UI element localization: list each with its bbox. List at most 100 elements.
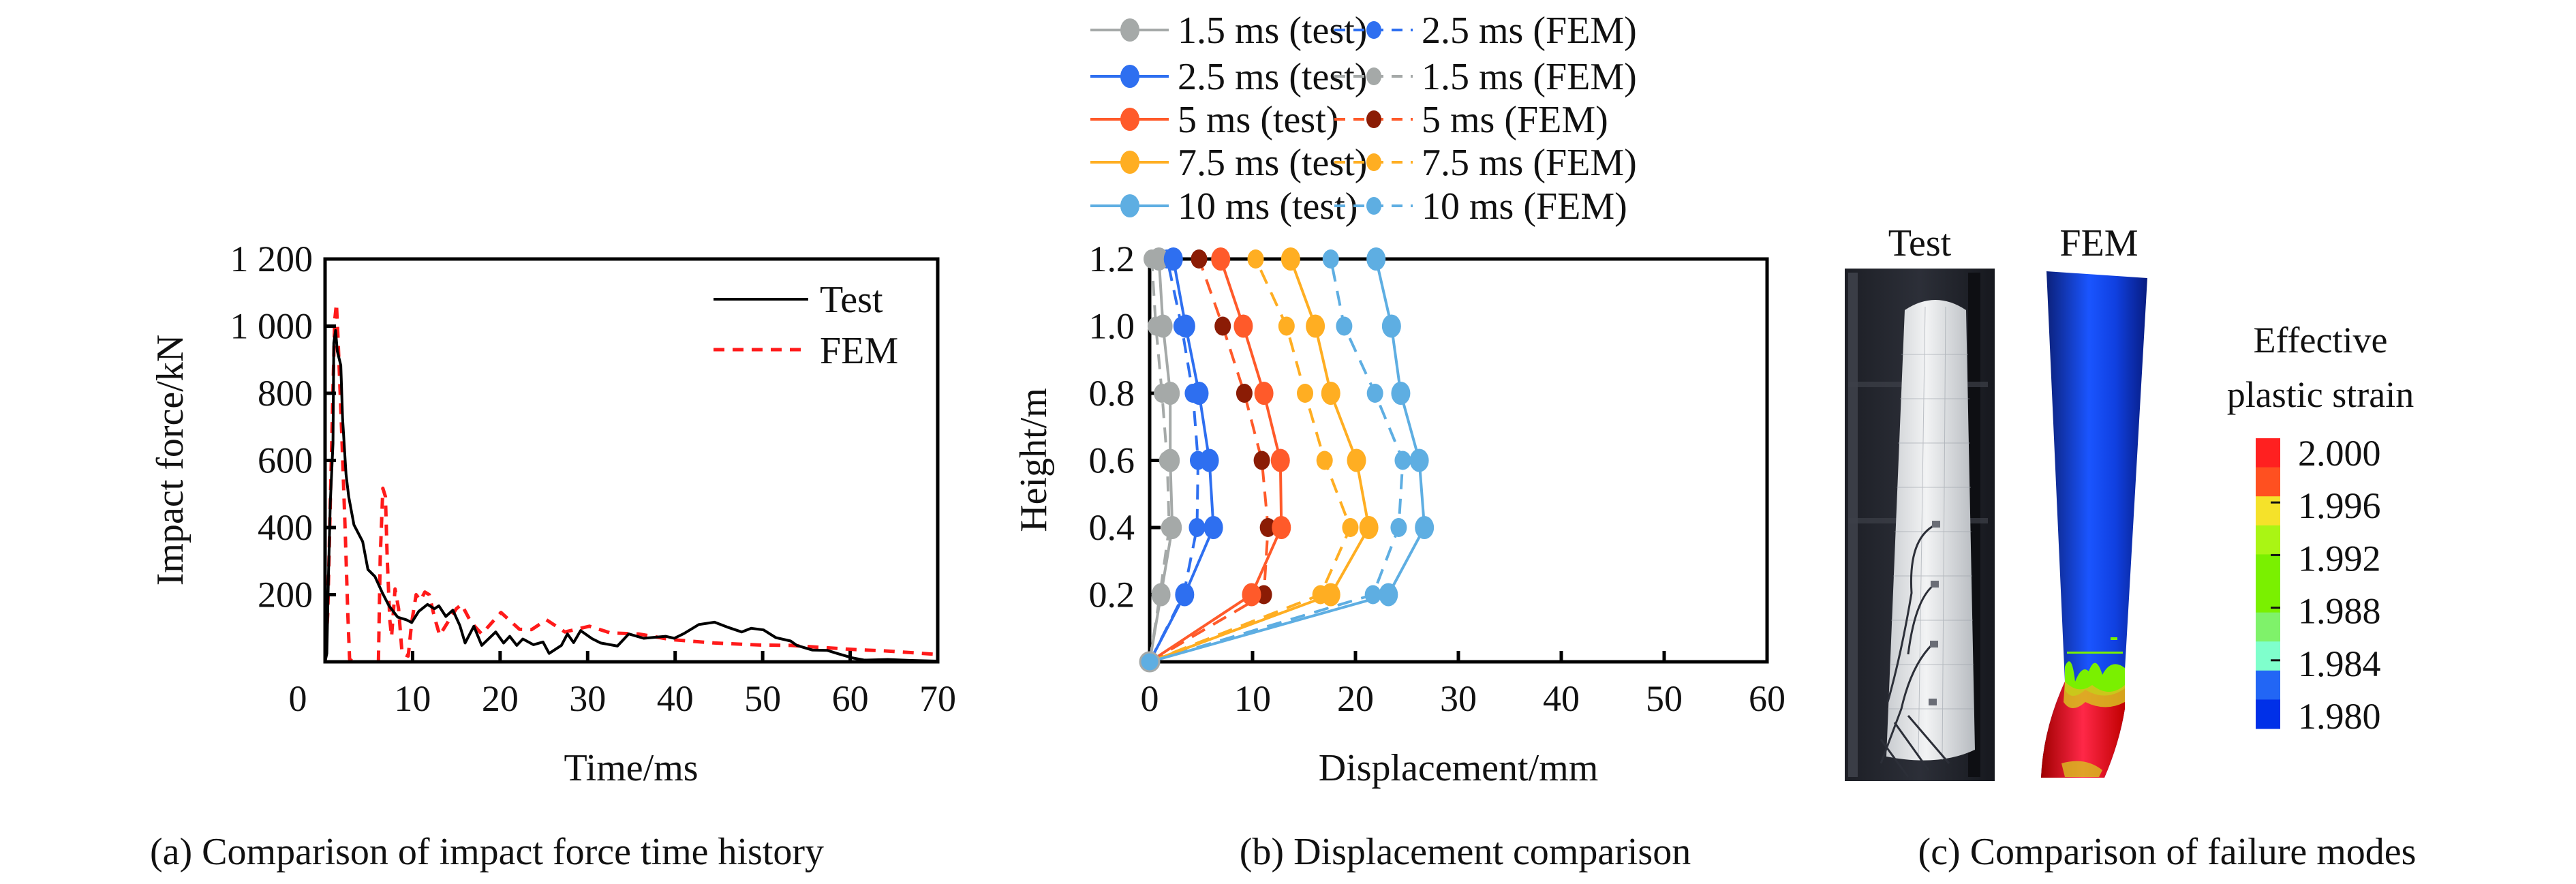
panel-b-xlabel: Displacement/mm — [1319, 747, 1599, 789]
panel-b-marker — [1189, 518, 1206, 537]
panel-b-xtick-label: 0 — [1141, 678, 1159, 719]
panel-b-marker — [1163, 516, 1182, 539]
panel-b-marker — [1151, 583, 1171, 607]
panel-b-origin-marker — [1139, 651, 1161, 673]
test-image-label: Test — [1888, 222, 1952, 264]
legend-swatch-marker — [1120, 65, 1139, 88]
panel-a-series-fem — [325, 302, 938, 662]
colorbar-segment — [2256, 670, 2280, 700]
panel-b-marker — [1366, 384, 1383, 403]
legend-swatch-marker — [1120, 108, 1139, 131]
panel-a-xtick-label: 60 — [832, 678, 869, 719]
panel-b-marker — [1366, 247, 1386, 271]
panel-b-ytick-label: 0.8 — [1089, 373, 1135, 414]
colorbar-segment — [2256, 525, 2280, 555]
panel-b-marker — [1347, 448, 1366, 472]
panel-b-marker — [1379, 583, 1398, 607]
legend-entry-2-5-ms-fem-: 2.5 ms (FEM) — [1334, 10, 1637, 52]
panel-b-marker — [1272, 516, 1291, 539]
colorbar: 2.000 1.996 1.992 1.988 1.984 1.980 — [2256, 433, 2381, 737]
panel-b-ytick-label: 1.0 — [1089, 306, 1135, 347]
panel-b-ylabel: Height/m — [1013, 388, 1055, 532]
panel-b-marker — [1321, 583, 1340, 607]
panel-b-series-5-ms-test- — [1148, 247, 1291, 663]
colorbar-segment — [2256, 496, 2280, 526]
legend-entry-2-5-ms-test-: 2.5 ms (test) — [1090, 56, 1367, 98]
colorbar-title-line2: plastic strain — [2227, 374, 2414, 415]
panel-b-marker — [1306, 314, 1325, 338]
panel-a-ytick-label: 1 000 — [230, 306, 313, 347]
panel-a-series-test — [325, 329, 938, 662]
panel-b-marker — [1336, 316, 1353, 336]
legend-fem-label: FEM — [820, 330, 898, 372]
panel-b-marker — [1278, 316, 1295, 336]
panel-b-marker — [1211, 247, 1231, 271]
panel-a-force-history: 0 10 20 30 40 50 60 70 200 400 600 800 1 000 1 200 Im… — [149, 239, 956, 873]
panel-b-xtick-label: 30 — [1440, 678, 1477, 719]
legend-entry-5-ms-fem-: 5 ms (FEM) — [1334, 99, 1608, 141]
panel-b-legend: 1.5 ms (test) 2.5 ms (FEM) 2.5 ms (test) 1.… — [1090, 10, 1637, 228]
panel-b-marker — [1163, 247, 1183, 271]
panel-a-ytick-label: 400 — [258, 507, 313, 548]
panel-b-xtick-label: 10 — [1234, 678, 1271, 719]
panel-b-marker — [1321, 382, 1340, 405]
panel-c-failure-modes: Test FEM — [1845, 222, 2416, 873]
panel-b-xtick-label: 50 — [1646, 678, 1683, 719]
panel-b-marker — [1281, 247, 1300, 271]
colorbar-tick-label: 1.992 — [2298, 538, 2381, 579]
colorbar-segment — [2256, 467, 2280, 497]
panel-a-legend: Test FEM — [714, 279, 898, 372]
colorbar-segment — [2256, 612, 2280, 642]
panel-b-ytick-label: 1.2 — [1089, 239, 1135, 279]
panel-a-caption: (a) Comparison of impact force time hist… — [150, 831, 824, 873]
panel-b-marker — [1247, 249, 1264, 269]
panel-b-marker — [1153, 314, 1173, 338]
panel-b-caption: (b) Displacement comparison — [1240, 831, 1691, 873]
colorbar-tick-label: 1.980 — [2298, 696, 2381, 737]
panel-b-series-10-ms-test- — [1149, 247, 1435, 663]
legend-entry-7-5-ms-test-: 7.5 ms (test) — [1090, 142, 1367, 184]
legend-entry-10-ms-test-: 10 ms (test) — [1090, 185, 1358, 228]
legend-label: 7.5 ms (FEM) — [1422, 142, 1637, 184]
legend-swatch-marker — [1366, 153, 1381, 171]
panel-a-xtick-label: 20 — [482, 678, 519, 719]
panel-b-marker — [1214, 316, 1231, 336]
panel-b-marker — [1161, 382, 1180, 405]
panel-b-ticks: 0 10 20 30 40 50 60 0.2 0.4 0.6 0.8 1.0 1.2 — [1089, 239, 1786, 719]
panel-b-marker — [1391, 382, 1411, 405]
panel-b-marker — [1359, 516, 1379, 539]
panel-b-marker — [1149, 247, 1169, 271]
legend-swatch-marker — [1120, 18, 1139, 42]
panel-b-ytick-label: 0.2 — [1089, 575, 1135, 615]
panel-a-ytick-label: 1 200 — [230, 239, 313, 279]
legend-label: 5 ms (FEM) — [1422, 99, 1608, 141]
colorbar-segment — [2256, 554, 2280, 584]
panel-b-series-1-5-ms-test- — [1148, 247, 1182, 662]
panel-a-ylabel: Impact force/kN — [149, 335, 191, 585]
panel-a-series — [325, 302, 938, 662]
legend-swatch-marker — [1366, 197, 1381, 215]
panel-b-marker — [1176, 314, 1195, 338]
panel-a-ytick-label: 800 — [258, 373, 313, 414]
panel-b-marker — [1254, 382, 1274, 405]
colorbar-tick-label: 1.988 — [2298, 591, 2381, 632]
legend-label: 2.5 ms (FEM) — [1422, 10, 1637, 52]
panel-b-marker — [1322, 249, 1339, 269]
panel-b-marker — [1297, 384, 1314, 403]
colorbar-segment — [2256, 641, 2280, 671]
fem-model — [2041, 271, 2147, 778]
panel-b-marker — [1161, 448, 1180, 472]
legend-entry-7-5-ms-fem-: 7.5 ms (FEM) — [1334, 142, 1637, 184]
panel-a-ticks: 0 10 20 30 40 50 60 70 200 400 600 800 1 000 1 200 — [230, 239, 957, 719]
legend-entry-1-5-ms-test-: 1.5 ms (test) — [1090, 10, 1367, 52]
colorbar-tick-label: 2.000 — [2298, 433, 2381, 474]
colorbar-segment — [2256, 438, 2280, 468]
panel-a-xlabel: Time/ms — [564, 747, 698, 789]
legend-swatch-marker — [1366, 110, 1381, 128]
legend-swatch-marker — [1366, 67, 1381, 85]
panel-b-marker — [1390, 518, 1407, 537]
panel-b-marker — [1259, 518, 1276, 537]
panel-b-ytick-label: 0.6 — [1089, 440, 1135, 481]
panel-a-xtick-label: 40 — [657, 678, 694, 719]
legend-entry-5-ms-test-: 5 ms (test) — [1090, 99, 1338, 141]
